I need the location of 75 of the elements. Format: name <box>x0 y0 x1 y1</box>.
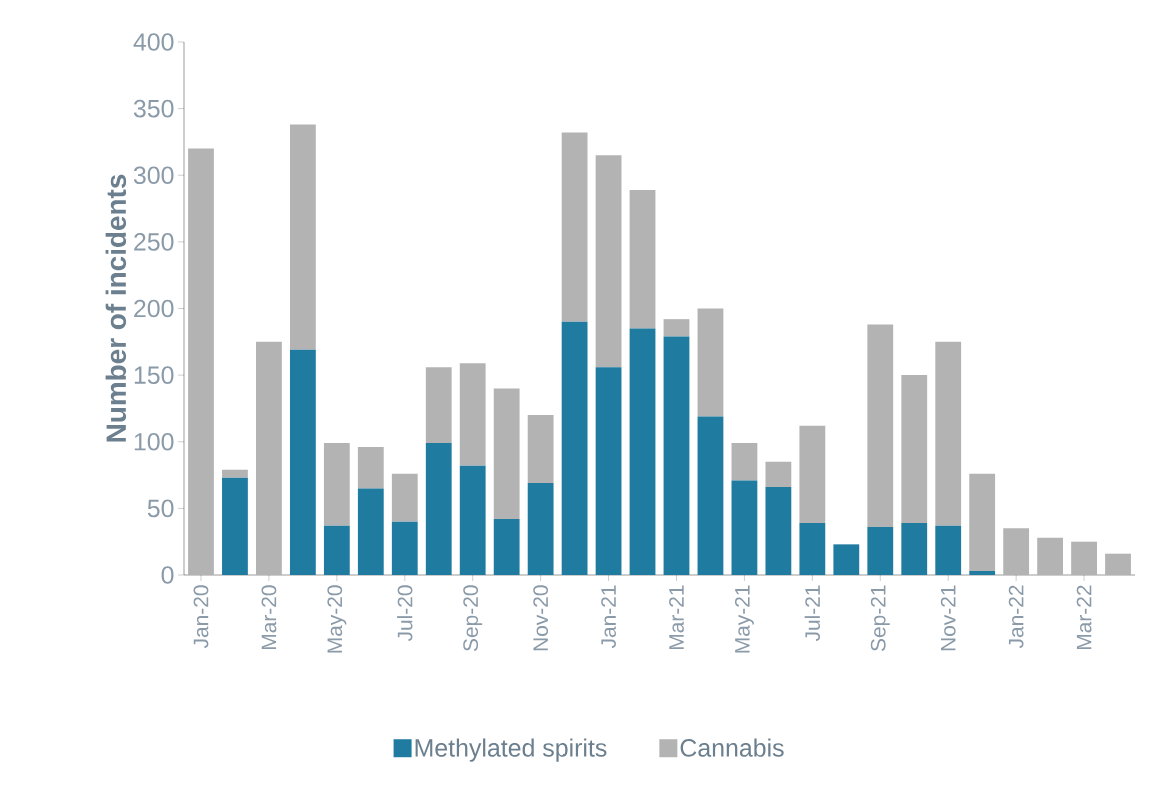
y-tick-label: 350 <box>133 99 174 118</box>
legend-label: Cannabis <box>680 738 784 757</box>
bar <box>222 469 248 478</box>
bar <box>901 523 928 575</box>
bar <box>289 349 316 575</box>
bar <box>1037 537 1064 575</box>
bar <box>1071 541 1097 575</box>
bar <box>425 367 452 444</box>
bar <box>425 443 452 575</box>
x-tick-label: Mar-20 <box>261 585 277 650</box>
legend-label: Methylated spirits <box>415 738 607 762</box>
bar <box>188 148 214 575</box>
bar <box>222 477 248 575</box>
bar <box>459 363 486 466</box>
y-tick-label: 50 <box>147 499 174 518</box>
bar <box>289 124 316 350</box>
bar <box>595 155 622 368</box>
bar <box>731 480 758 575</box>
bar <box>561 132 588 322</box>
x-tick-label: Nov-21 <box>940 585 956 651</box>
bar <box>561 321 588 575</box>
bar <box>527 483 554 575</box>
bar <box>629 328 656 575</box>
bar <box>493 388 520 520</box>
y-tick-label: 300 <box>133 166 174 185</box>
bar <box>935 525 962 575</box>
y-tick-label: 250 <box>134 233 174 251</box>
bar <box>493 519 520 575</box>
x-tick-label: Mar-21 <box>669 585 684 650</box>
y-tick-label: 0 <box>161 566 174 584</box>
bar <box>697 416 724 575</box>
bar <box>663 319 690 337</box>
bar <box>765 461 792 488</box>
bar <box>935 341 962 526</box>
bar <box>527 415 554 484</box>
x-tick-label: Mar-22 <box>1076 585 1092 650</box>
bar <box>731 443 758 481</box>
y-tick-label: 200 <box>134 299 174 318</box>
x-tick-label: Jan-21 <box>601 585 616 649</box>
bar <box>391 473 418 522</box>
bar <box>969 473 996 571</box>
x-tick-label: Jan-22 <box>1008 585 1024 649</box>
x-tick-label: May-21 <box>734 585 754 653</box>
x-tick-label: Jan-20 <box>193 585 209 649</box>
y-tick-label: 150 <box>134 366 174 384</box>
bar <box>357 488 384 575</box>
bar <box>799 425 826 524</box>
bar <box>969 571 996 575</box>
y-axis-title: Number of incidents <box>105 174 127 442</box>
bar <box>1105 553 1131 575</box>
bar <box>391 521 418 575</box>
bar <box>799 523 826 575</box>
bar <box>901 375 928 524</box>
bar <box>663 336 690 575</box>
x-tick-label: Nov-20 <box>533 585 549 651</box>
x-tick-label: Jul-20 <box>397 585 413 642</box>
bar <box>357 447 384 489</box>
bar <box>867 324 894 528</box>
bar <box>1003 528 1030 575</box>
bar <box>459 465 486 575</box>
x-tick-label: Sep-20 <box>463 585 483 652</box>
x-tick-label: Sep-21 <box>870 585 890 652</box>
x-tick-label: May-20 <box>327 585 347 653</box>
bar <box>323 443 350 526</box>
bar <box>867 527 894 575</box>
bar <box>629 189 656 329</box>
bar <box>323 525 350 575</box>
y-tick-label: 400 <box>133 33 174 51</box>
bar <box>765 487 792 575</box>
bar <box>256 341 282 575</box>
bar <box>697 308 724 417</box>
bar <box>595 367 622 575</box>
bar <box>833 544 860 575</box>
x-tick-label: Jul-21 <box>804 585 821 642</box>
y-tick-label: 100 <box>134 432 174 451</box>
